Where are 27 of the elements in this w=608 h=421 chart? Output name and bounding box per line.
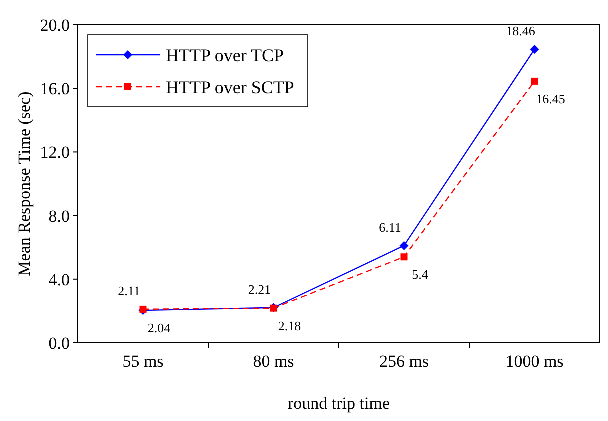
data-label: 2.18 <box>278 318 302 334</box>
legend-label: HTTP over SCTP <box>166 77 294 98</box>
y-tick-label: 20.0 <box>40 16 70 35</box>
data-label: 6.11 <box>379 220 402 235</box>
y-axis-title: Mean Response Time (sec) <box>15 92 34 276</box>
data-label: 2.11 <box>118 283 140 298</box>
y-tick-label: 8.0 <box>48 206 70 226</box>
point <box>140 306 147 313</box>
y-tick-label: 0.0 <box>48 334 70 353</box>
point <box>530 44 540 54</box>
point <box>400 254 408 261</box>
x-tick-label: 256 ms <box>379 352 430 371</box>
data-label: 2.21 <box>248 282 272 297</box>
y-tick-label: 12.0 <box>40 143 70 162</box>
data-label: 5.4 <box>412 267 429 282</box>
legend-label: HTTP over TCP <box>166 45 284 66</box>
x-axis-title: round trip time <box>288 394 390 413</box>
y-tick-label: 4.0 <box>48 270 70 290</box>
data-label: 18.46 <box>506 23 536 38</box>
point <box>400 241 409 250</box>
data-label: 2.04 <box>148 320 172 336</box>
x-tick-label: 1000 ms <box>506 352 564 371</box>
x-tick-label: 55 ms <box>122 352 164 371</box>
x-tick-label: 80 ms <box>253 352 294 371</box>
y-tick-label: 16.0 <box>40 80 70 99</box>
point <box>531 78 538 85</box>
data-label: 16.45 <box>536 91 566 106</box>
